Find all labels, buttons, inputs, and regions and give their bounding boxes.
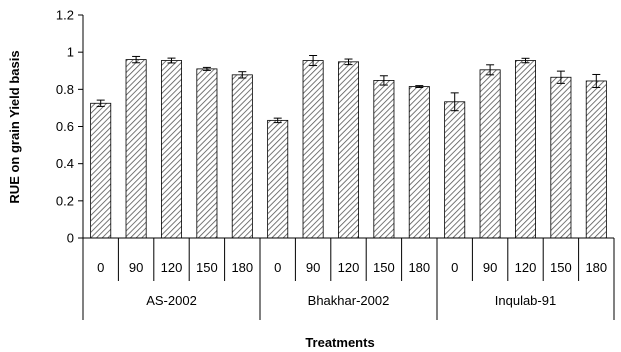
bar [373,80,395,239]
y-tick-label: 0 [67,231,74,246]
x-tick-label: 90 [129,260,143,275]
y-tick-label: 0.6 [56,119,74,134]
x-tick-label: 180 [585,260,607,275]
x-tick-label: 150 [373,260,395,275]
bar [161,60,182,239]
x-tick-label: 90 [483,260,497,275]
group-label: AS-2002 [146,293,197,308]
bar [231,74,253,239]
y-tick-label: 0.8 [56,82,74,97]
y-axis: 0 0.2 0.4 0.6 0.8 1 1.2 [56,8,84,246]
bar [515,60,536,239]
x-tick-label: 120 [338,260,360,275]
bar [408,86,430,239]
error-bars [96,55,601,124]
group-label: Inqulab-91 [495,293,556,308]
x-tick-label: 150 [196,260,218,275]
x-tick-label: 150 [550,260,572,275]
bar [267,119,289,239]
bar [338,61,359,239]
bar [302,60,324,239]
group-label: Bhakhar-2002 [308,293,390,308]
bars [90,59,607,239]
bar [585,80,607,239]
x-tick-label: 0 [274,260,281,275]
bar [125,59,147,239]
bar [196,68,218,239]
x-tick-label: 90 [306,260,320,275]
bar [479,69,501,239]
x-axis: 0 90 120 150 180 AS-2002 0 90 120 150 180 Bhakhar-2… [82,237,615,320]
y-axis-label: RUE on grain Yield basis [7,50,22,203]
x-tick-label: 0 [97,260,104,275]
bar [550,76,572,239]
y-tick-label: 0.2 [56,193,74,208]
bar [90,102,112,239]
y-tick-label: 1 [67,45,74,60]
x-tick-label: 120 [161,260,183,275]
y-tick-label: 0.4 [56,156,74,171]
x-axis-label: Treatments [305,335,374,350]
y-tick-label: 1.2 [56,8,74,23]
x-tick-label: 180 [231,260,253,275]
x-tick-label: 180 [408,260,430,275]
x-tick-label: 120 [515,260,537,275]
x-tick-label: 0 [451,260,458,275]
bar [444,101,466,239]
